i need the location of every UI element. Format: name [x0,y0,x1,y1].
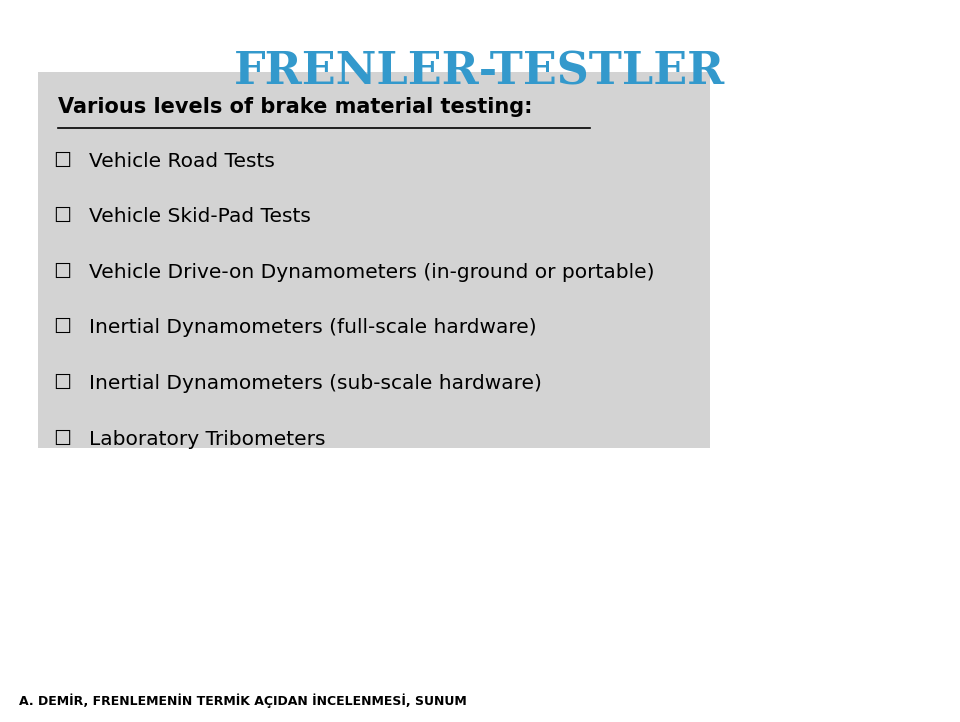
Text: Various levels of brake material testing:: Various levels of brake material testing… [58,97,532,118]
Text: ☐: ☐ [53,430,71,448]
Text: ☐: ☐ [53,318,71,337]
Text: Vehicle Drive-on Dynamometers (in-ground or portable): Vehicle Drive-on Dynamometers (in-ground… [89,263,655,282]
Text: ☐: ☐ [53,207,71,226]
Text: ☐: ☐ [53,152,71,170]
Text: Vehicle Skid-Pad Tests: Vehicle Skid-Pad Tests [89,207,311,226]
Text: Inertial Dynamometers (full-scale hardware): Inertial Dynamometers (full-scale hardwa… [89,318,537,337]
Text: ☐: ☐ [53,374,71,393]
Text: A. DEMİR, FRENLEMENİN TERMİK AÇIDAN İNCELENMESİ, SUNUM: A. DEMİR, FRENLEMENİN TERMİK AÇIDAN İNCE… [19,693,467,708]
Text: Laboratory Tribometers: Laboratory Tribometers [89,430,325,448]
Text: ☐: ☐ [53,263,71,282]
Text: Vehicle Road Tests: Vehicle Road Tests [89,152,276,170]
Text: Inertial Dynamometers (sub-scale hardware): Inertial Dynamometers (sub-scale hardwar… [89,374,542,393]
FancyBboxPatch shape [38,72,710,448]
Text: FRENLER-TESTLER: FRENLER-TESTLER [234,51,726,94]
